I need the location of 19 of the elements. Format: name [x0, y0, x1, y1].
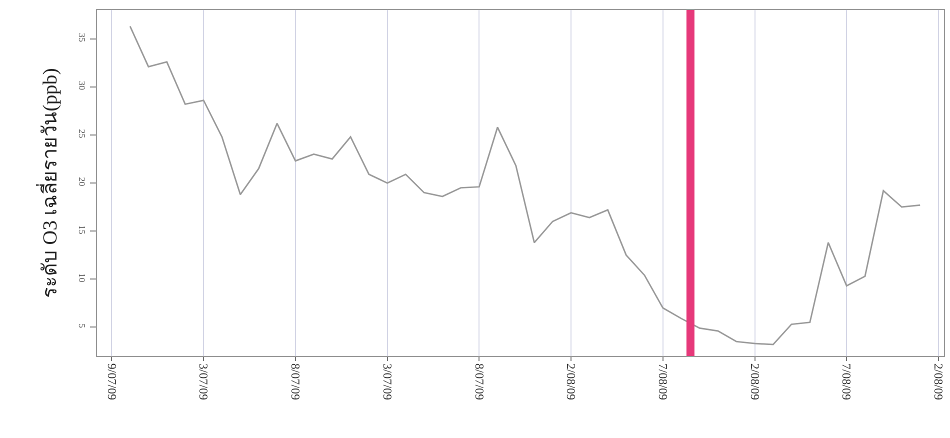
x-tick-label: 2/08/09: [748, 363, 762, 400]
x-tick-label: 2/08/09: [564, 363, 578, 400]
line-series: [129, 26, 921, 346]
y-tick-label: 5: [77, 324, 88, 329]
x-tick-label: 3/07/09: [196, 363, 211, 400]
y-tick-label: 20: [77, 177, 88, 187]
x-tick-label: 7/08/09: [840, 363, 854, 400]
y-axis-title: ระดับ O3 เฉลี่ยรายวัน(ppb): [36, 68, 62, 298]
x-tick-label: 3/07/09: [380, 363, 394, 400]
y-tick-label: 10: [77, 273, 88, 283]
y-tick-label: 15: [77, 225, 88, 235]
x-tick-label: 9/07/09: [104, 363, 119, 400]
x-tick-label: 2/08/09: [932, 363, 946, 400]
y-tick-label: 25: [77, 129, 88, 139]
x-tick-label: 8/07/09: [288, 363, 303, 400]
y-tick-label: 35: [77, 32, 88, 42]
y-tick-label: 30: [77, 81, 88, 91]
x-tick-label: 7/08/09: [656, 363, 670, 400]
x-tick-label: 8/07/09: [472, 363, 486, 400]
